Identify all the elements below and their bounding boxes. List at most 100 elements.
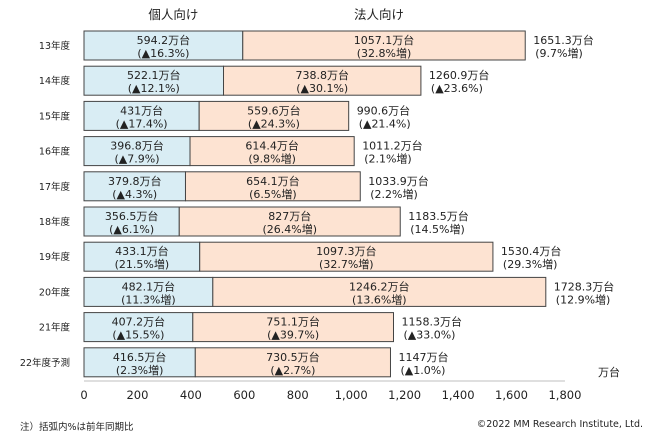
- data-sublabel: (11.3%増): [121, 293, 176, 306]
- column-header-0: 個人向け: [148, 7, 198, 22]
- bar-personal: [83, 312, 194, 343]
- x-tick-label: 1,600: [495, 388, 528, 402]
- data-sublabel: (▲39.7%): [267, 329, 319, 342]
- bar-personal: [83, 171, 186, 202]
- bar-corporate: [199, 241, 494, 272]
- total-label: 1260.9万台: [429, 68, 490, 82]
- x-tick-label: 200: [126, 388, 148, 402]
- total-sublabel: (29.3%増): [503, 258, 558, 271]
- data-sublabel: (▲6.1%): [109, 223, 154, 236]
- total-label: 1651.3万台: [533, 33, 594, 47]
- data-label: 1057.1万台: [354, 33, 415, 47]
- data-label: 416.5万台: [113, 350, 167, 364]
- bar-corporate: [178, 206, 401, 237]
- x-tick-label: 800: [287, 388, 309, 402]
- bar-corporate: [198, 100, 350, 131]
- data-sublabel: (2.3%増): [116, 364, 164, 377]
- total-label: 1728.3万台: [554, 279, 615, 293]
- category-label: 21年度: [39, 322, 71, 334]
- total-label: 1033.9万台: [368, 174, 429, 188]
- data-label: 827万台: [268, 209, 311, 223]
- bar-corporate: [212, 276, 547, 307]
- data-sublabel: (▲2.7%): [270, 364, 315, 377]
- category-label: 15年度: [39, 110, 71, 122]
- category-label: 13年度: [39, 40, 71, 52]
- total-sublabel: (2.2%増): [370, 188, 418, 201]
- total-label: 1530.4万台: [501, 244, 561, 258]
- data-sublabel: (▲17.4%): [116, 117, 168, 130]
- x-tick-label: 600: [233, 388, 255, 402]
- total-sublabel: (12.9%増): [556, 293, 611, 306]
- data-label: 559.6万台: [247, 103, 301, 117]
- data-sublabel: (32.7%増): [319, 258, 374, 271]
- data-label: 738.8万台: [295, 68, 349, 82]
- copyright: ©2022 MM Research Institute, Ltd.: [476, 419, 643, 430]
- total-sublabel: (9.7%増): [535, 47, 583, 60]
- data-sublabel: (6.5%増): [249, 188, 297, 201]
- bar-personal: [83, 100, 200, 131]
- category-label: 14年度: [39, 75, 71, 87]
- total-label: 1183.5万台: [408, 209, 469, 223]
- data-sublabel: (▲4.3%): [112, 188, 157, 201]
- data-sublabel: (13.6%増): [352, 293, 407, 306]
- bar-corporate: [192, 312, 394, 343]
- data-sublabel: (▲30.1%): [296, 82, 348, 95]
- category-label: 19年度: [39, 251, 71, 263]
- data-sublabel: (21.5%増): [115, 258, 170, 271]
- data-label: 730.5万台: [266, 350, 320, 364]
- data-label: 396.8万台: [110, 139, 164, 153]
- bar-personal: [83, 65, 225, 96]
- bar-personal: [83, 347, 196, 378]
- total-label: 990.6万台: [357, 103, 411, 117]
- total-label: 1158.3万台: [401, 315, 462, 329]
- bar-corporate: [194, 347, 391, 378]
- bar-corporate: [189, 136, 355, 167]
- x-tick-label: 1,200: [388, 388, 421, 402]
- data-sublabel: (▲7.9%): [115, 153, 160, 166]
- data-label: 407.2万台: [112, 315, 166, 329]
- bar-corporate: [223, 65, 422, 96]
- data-sublabel: (9.8%増): [248, 153, 296, 166]
- total-sublabel: (2.1%増): [364, 153, 412, 166]
- x-tick-label: 1,800: [548, 388, 581, 402]
- bar-corporate: [184, 171, 361, 202]
- total-sublabel: (▲1.0%): [400, 364, 445, 377]
- total-label: 1147万台: [398, 350, 448, 364]
- x-tick-label: 400: [180, 388, 202, 402]
- total-sublabel: (14.5%増): [410, 223, 465, 236]
- data-label: 654.1万台: [246, 174, 300, 188]
- total-label: 1011.2万台: [362, 139, 423, 153]
- bar-personal: [83, 241, 201, 272]
- data-sublabel: (▲16.3%): [137, 47, 189, 60]
- data-sublabel: (26.4%増): [262, 223, 317, 236]
- data-label: 751.1万台: [266, 315, 320, 329]
- x-tick-label: 1,000: [335, 388, 368, 402]
- data-label: 614.4万台: [245, 139, 299, 153]
- x-tick-label: 0: [80, 388, 87, 402]
- category-label: 20年度: [39, 286, 71, 298]
- data-label: 1246.2万台: [349, 279, 410, 293]
- bar-personal: [83, 30, 244, 61]
- total-sublabel: (▲33.0%): [403, 329, 455, 342]
- data-sublabel: (▲12.1%): [128, 82, 180, 95]
- data-label: 433.1万台: [115, 244, 169, 258]
- x-tick-label: 1,400: [442, 388, 475, 402]
- bar-corporate: [242, 30, 526, 61]
- data-label: 1097.3万台: [316, 244, 377, 258]
- data-label: 594.2万台: [137, 33, 191, 47]
- data-label: 482.1万台: [122, 279, 176, 293]
- bar-personal: [83, 136, 191, 167]
- data-sublabel: (▲15.5%): [112, 329, 164, 342]
- data-sublabel: (32.8%増): [357, 47, 412, 60]
- column-header-1: 法人向け: [354, 7, 404, 22]
- data-label: 356.5万台: [105, 209, 159, 223]
- category-label: 18年度: [39, 216, 71, 228]
- data-label: 379.8万台: [108, 174, 162, 188]
- category-label: 16年度: [39, 146, 71, 158]
- data-label: 431万台: [120, 103, 163, 117]
- footnote: 注）括弧内%は前年同期比: [20, 422, 134, 433]
- x-axis-unit: 万台: [598, 365, 620, 379]
- data-sublabel: (▲24.3%): [248, 117, 300, 130]
- data-label: 522.1万台: [127, 68, 181, 82]
